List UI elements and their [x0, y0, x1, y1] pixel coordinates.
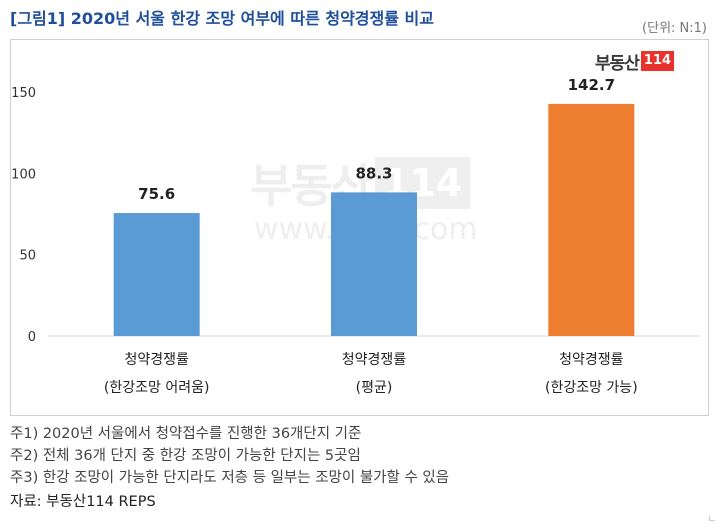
- bar: [548, 103, 635, 336]
- logo-text: 부동산: [595, 53, 640, 74]
- x-category-label: 청약경쟁률: [124, 352, 189, 368]
- logo-box: 114: [640, 51, 675, 71]
- footnote-3: 주3) 한강 조망이 가능한 단지라도 저층 등 일부는 조망이 불가할 수 있…: [10, 470, 450, 486]
- footnote-2: 주2) 전체 36개 단지 중 한강 조망이 가능한 단지는 5곳임: [10, 448, 361, 464]
- bar-value-label: 75.6: [138, 185, 175, 203]
- chart-title: [그림1] 2020년 서울 한강 조망 여부에 따른 청약경쟁률 비교: [10, 9, 434, 28]
- y-tick-label: 0: [28, 330, 36, 345]
- source-note: 자료: 부동산114 REPS: [10, 494, 156, 510]
- corner-mark: ㄴ: [707, 515, 716, 525]
- x-category-label: (평균): [356, 380, 393, 396]
- bar-chart: 0 50 100 150 75.6 청약경쟁률 (한강조망 어려움) 88.3 청약경쟁률 (평균…: [11, 76, 700, 396]
- bar: [331, 192, 417, 336]
- footnotes: 주1) 2020년 서울에서 청약접수를 진행한 36개단지 기준 주2) 전체…: [10, 423, 449, 513]
- bar-value-label: 88.3: [355, 164, 392, 182]
- brand-logo: 부동산 114: [595, 50, 675, 74]
- x-category-label: 청약경쟁률: [559, 352, 624, 368]
- y-tick-label: 100: [11, 167, 36, 182]
- unit-label: (단위: N:1): [642, 21, 707, 36]
- y-tick-label: 150: [11, 86, 36, 101]
- x-category-label: (한강조망 가능): [545, 380, 638, 396]
- x-category-label: 청약경쟁률: [342, 352, 407, 368]
- y-tick-label: 50: [19, 249, 36, 264]
- footnote-1: 주1) 2020년 서울에서 청약접수를 진행한 36개단지 기준: [10, 426, 362, 442]
- bar: [113, 213, 200, 336]
- chart-frame: [10, 39, 709, 416]
- x-category-label: (한강조망 어려움): [104, 380, 210, 396]
- bar-value-label: 142.7: [568, 76, 615, 94]
